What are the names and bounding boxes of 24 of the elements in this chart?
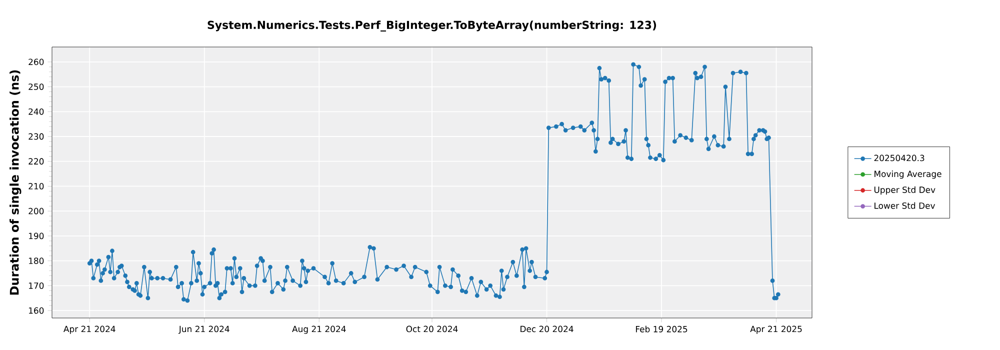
y-tick-label: 250 xyxy=(28,84,44,90)
x-tick-label: Feb 19 2025 xyxy=(636,326,688,332)
x-tick-label: Jun 21 2024 xyxy=(178,326,230,334)
y-tick-label: 170 xyxy=(29,282,44,289)
legend-label: Moving Average xyxy=(874,170,942,179)
legend-label: 20250420.3 xyxy=(874,154,924,162)
y-tick-label: 240 xyxy=(28,108,44,115)
y-tick-label: 220 xyxy=(28,158,44,165)
y-tick-label: 190 xyxy=(29,232,44,240)
y-tick-label: 230 xyxy=(28,133,44,140)
chart-title: System.Numerics.Tests.Perf_BigInteger.ToByteArray(numberString: 123) xyxy=(208,20,656,32)
x-tick-label: Apr 21 2024 xyxy=(64,326,116,334)
x-tick-label: Dec 20 2024 xyxy=(520,326,574,332)
x-tick-label: Aug 21 2024 xyxy=(292,326,346,334)
y-axis-title: Duration of single invocation (ns) xyxy=(10,70,22,295)
y-tick-label: 200 xyxy=(28,208,44,214)
x-tick-label: Apr 21 2025 xyxy=(750,326,802,334)
y-tick-label: 210 xyxy=(28,183,44,190)
y-tick-label: 160 xyxy=(29,307,44,314)
x-tick-label: Oct 20 2024 xyxy=(406,326,458,332)
y-tick-label: 180 xyxy=(29,258,44,264)
legend-label: Upper Std Dev xyxy=(874,186,936,195)
legend-label: Lower Std Dev xyxy=(874,202,936,209)
y-tick-label: 260 xyxy=(28,58,44,66)
